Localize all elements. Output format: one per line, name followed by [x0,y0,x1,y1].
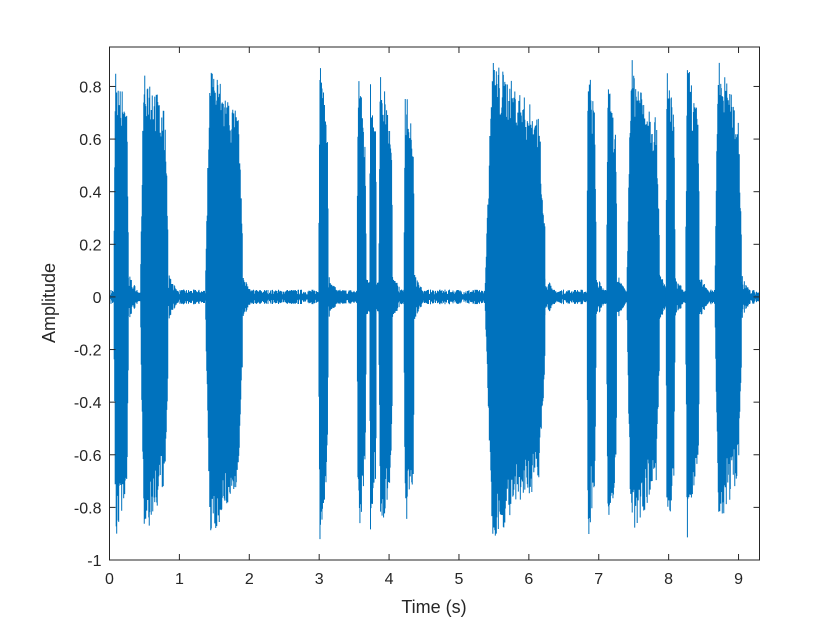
x-tick-label: 4 [385,571,394,588]
x-tick-label: 8 [664,571,673,588]
y-tick-label: -0.8 [74,500,102,517]
x-tick-label: 7 [594,571,603,588]
waveform-burst [586,79,608,534]
waveform-burst [205,72,255,531]
waveform-burst [140,75,181,526]
waveform-burst [665,73,687,512]
y-tick-label: -1 [87,553,101,570]
x-tick-label: 6 [524,571,533,588]
axes-box [109,46,760,561]
waveform-burst [378,77,405,518]
x-tick-label: 0 [105,571,114,588]
waveform-burst [318,68,341,540]
y-tick-label: 0 [93,290,102,307]
y-tick-label: -0.2 [74,343,102,360]
x-axis: 0 1 2 3 4 5 6 7 8 9 [105,47,743,588]
y-tick-label: -0.6 [74,448,102,465]
y-tick-label: 0.6 [79,132,101,149]
x-tick-label: 2 [245,571,254,588]
waveform-series [110,60,760,540]
y-axis: -1 -0.8 -0.6 -0.4 -0.2 0 0.2 0.4 0.6 0.8 [74,79,760,570]
y-axis-label: Amplitude [39,263,59,343]
y-tick-label: 0.8 [79,79,101,96]
waveform-burst [685,70,712,538]
waveform-burst [606,89,629,515]
y-tick-label: -0.4 [74,395,102,412]
waveform-burst [484,63,557,536]
x-axis-label: Time (s) [401,597,466,617]
x-tick-label: 1 [175,571,184,588]
waveform-burst [626,60,672,528]
y-tick-label: 0.4 [79,185,101,202]
x-tick-label: 3 [315,571,324,588]
waveform-burst [403,99,427,519]
waveform-burst [113,73,141,534]
x-tick-label: 9 [734,571,743,588]
waveform-burst [714,62,754,514]
y-tick-label: 0.2 [79,237,101,254]
x-tick-label: 5 [455,571,464,588]
